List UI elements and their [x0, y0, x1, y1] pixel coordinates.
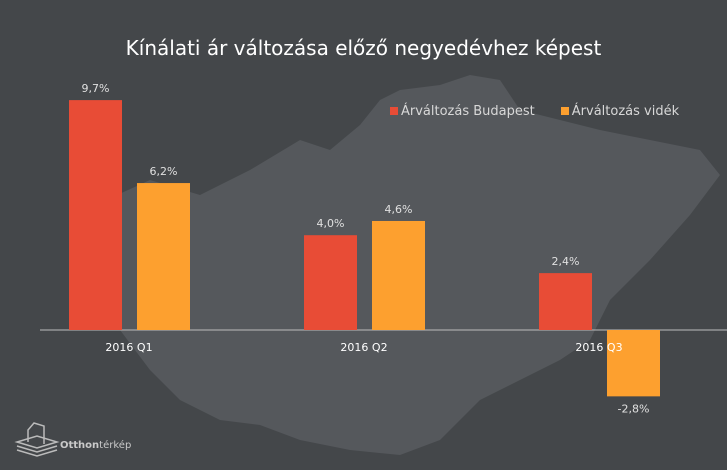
legend-label: Árváltozás vidék — [571, 104, 680, 119]
bar — [304, 235, 357, 330]
legend-swatch — [390, 107, 398, 115]
data-label: -2,8% — [618, 402, 650, 415]
brand-name: Otthon — [60, 440, 100, 451]
legend-item-budapest: Árváltozás Budapest — [390, 104, 535, 119]
bar — [372, 220, 425, 330]
data-label: 4,0% — [317, 217, 345, 230]
brand-name-rest: térkép — [99, 440, 132, 451]
bar — [137, 183, 190, 330]
legend-item-videk: Árváltozás vidék — [560, 104, 680, 119]
legend-label: Árváltozás Budapest — [401, 104, 535, 119]
data-label: 9,7% — [82, 82, 110, 95]
legend: Árváltozás Budapest Árváltozás vidék — [390, 104, 679, 119]
x-tick-label: 2016 Q2 — [340, 341, 387, 354]
data-label: 2,4% — [552, 255, 580, 268]
house-logo-icon — [14, 422, 60, 457]
x-tick-label: 2016 Q1 — [105, 341, 152, 354]
bar — [539, 273, 592, 330]
x-tick-label: 2016 Q3 — [575, 341, 622, 354]
legend-swatch — [560, 107, 569, 115]
data-label: 4,6% — [385, 203, 413, 216]
bar — [69, 100, 122, 330]
bar — [607, 330, 660, 397]
data-label: 6,2% — [150, 165, 178, 178]
chart-title: Kínálati ár változása előző negyedévhez … — [125, 36, 602, 60]
logo: Otthontérkép — [14, 422, 132, 457]
